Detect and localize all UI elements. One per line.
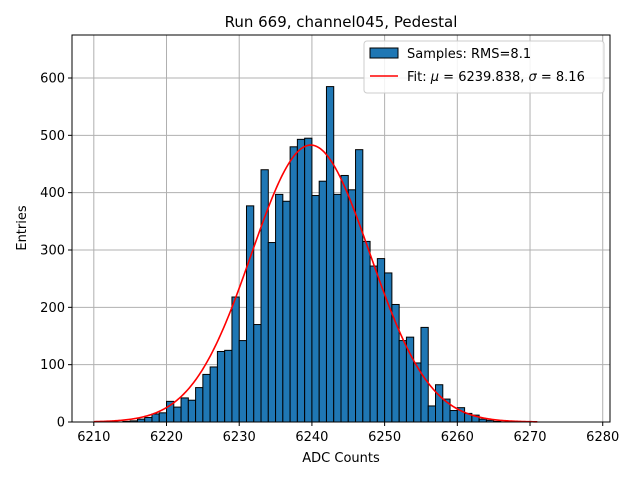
y-axis-label: Entries: [15, 205, 30, 251]
histogram-bar: [144, 416, 153, 423]
y-tick-label: 200: [40, 301, 65, 316]
chart-title: Run 669, channel045, Pedestal: [225, 13, 458, 31]
histogram-bar: [187, 399, 197, 423]
histogram-bar: [347, 189, 357, 423]
y-tick-label: 400: [40, 186, 65, 201]
histogram-bar: [267, 242, 277, 423]
histogram-bar: [340, 174, 349, 423]
histogram-bar: [333, 193, 342, 423]
x-tick-label: 6260: [441, 430, 474, 445]
histogram-bar: [224, 349, 233, 423]
y-tick-label: 0: [57, 416, 65, 431]
histogram-bar: [369, 265, 378, 423]
x-tick-label: 6210: [77, 430, 110, 445]
legend-label-samples: Samples: RMS=8.1: [407, 47, 531, 62]
histogram-bar: [260, 169, 269, 423]
histogram-bar: [158, 412, 168, 423]
y-tick-label: 100: [40, 358, 65, 373]
plot-area-frame: [71, 34, 611, 423]
histogram-bar: [195, 387, 204, 423]
histogram-bar: [398, 340, 407, 423]
histogram-bar: [435, 384, 444, 423]
x-tick-label: 6280: [586, 430, 619, 445]
histogram-bar: [245, 205, 255, 423]
x-tick-label: 6270: [513, 430, 546, 445]
x-axis-ticks: 6210 6220 6230 6240 6250 6260 6270 6280: [77, 422, 619, 445]
histogram-bar: [362, 240, 371, 423]
legend-box: [363, 40, 605, 94]
histogram-bar: [275, 193, 284, 423]
legend-fit-prefix: Fit:: [407, 70, 431, 85]
histogram-bar: [238, 340, 247, 423]
legend: Samples: RMS=8.1 Fit: μ = 6239.838, σ = …: [363, 40, 605, 94]
y-tick-label: 500: [40, 129, 65, 144]
legend-fit-mu-value: = 6239.838,: [439, 70, 528, 85]
x-tick-label: 6240: [295, 430, 328, 445]
y-tick-label: 300: [40, 244, 65, 259]
histogram-bar: [318, 180, 327, 423]
x-axis-label: ADC Counts: [302, 451, 380, 466]
y-tick-label: 600: [40, 72, 65, 87]
x-tick-label: 6230: [223, 430, 256, 445]
histogram-bar: [355, 149, 364, 423]
histogram-bar: [325, 86, 335, 423]
histogram-bar: [282, 200, 291, 423]
y-axis-ticks: 0 100 200 300 400 500 600: [40, 72, 72, 431]
legend-bar-swatch: [369, 47, 399, 59]
histogram-bar: [311, 195, 320, 423]
x-tick-label: 6250: [368, 430, 401, 445]
histogram-bar: [231, 296, 240, 423]
legend-fit-sigma-value: = 8.16: [537, 70, 585, 85]
histogram-bar: [151, 413, 160, 423]
histogram-bar: [173, 406, 182, 423]
histogram-bar: [449, 410, 458, 423]
histogram-bar: [216, 350, 226, 423]
legend-fit-mu-symbol: μ: [430, 70, 439, 85]
legend-fit-sigma-symbol: σ: [529, 70, 538, 85]
fit-curve: [93, 144, 538, 423]
histogram-bar: [253, 324, 262, 423]
legend-label-fit: Fit: μ = 6239.838, σ = 8.16: [407, 70, 585, 85]
histogram-bar: [427, 405, 437, 423]
histogram-bar: [202, 373, 211, 423]
x-tick-label: 6220: [150, 430, 183, 445]
histogram-bar: [289, 146, 298, 423]
histogram-bar: [180, 397, 189, 423]
histogram-bar: [209, 366, 218, 423]
histogram-bar: [296, 138, 306, 423]
histogram-bar: [304, 137, 313, 423]
